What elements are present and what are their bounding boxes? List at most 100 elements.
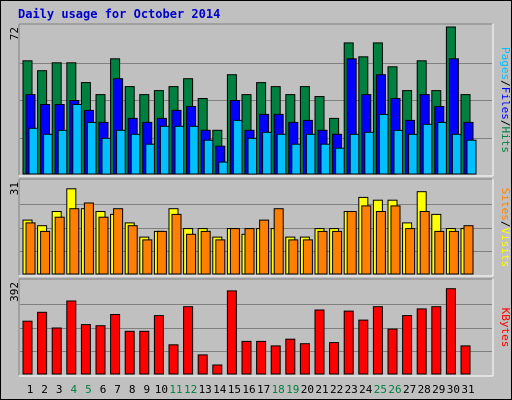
x-tick-label-15: 15	[228, 383, 241, 396]
x-tick-label-8: 8	[129, 383, 136, 396]
bar-pages-day-16	[247, 137, 258, 175]
bar-sites-day-7	[113, 208, 124, 275]
bar-pages-day-2	[43, 133, 54, 175]
x-tick-label-25: 25	[374, 383, 387, 396]
bar-kbytes-day-30	[445, 288, 456, 375]
bar-kbytes-day-15	[226, 290, 237, 375]
legend-kbytes: KBytes	[499, 308, 512, 348]
bar-kbytes-day-6	[95, 325, 106, 375]
bar-sites-day-25	[375, 211, 386, 275]
bar-kbytes-day-14	[212, 364, 223, 375]
x-tick-label-7: 7	[114, 383, 121, 396]
bar-sites-day-24	[361, 205, 372, 275]
x-tick-label-5: 5	[85, 383, 92, 396]
bar-pages-day-17	[262, 131, 273, 175]
bar-pages-day-26	[393, 129, 404, 175]
bar-pages-day-19	[291, 143, 302, 175]
bar-sites-day-19	[288, 239, 299, 275]
bar-pages-day-23	[349, 133, 360, 175]
bar-sites-day-22	[332, 230, 343, 275]
bar-pages-day-12	[189, 125, 200, 175]
legend-hits: Hits	[499, 127, 512, 154]
bar-kbytes-day-23	[343, 310, 354, 375]
bar-kbytes-day-29	[431, 306, 442, 375]
bar-sites-day-28	[419, 211, 430, 275]
legend-sites: Sites	[499, 188, 512, 221]
bar-kbytes-day-17	[256, 340, 267, 375]
bar-kbytes-day-16	[241, 340, 252, 375]
bar-kbytes-day-9	[139, 330, 150, 375]
bar-sites-day-18	[273, 208, 284, 275]
bar-sites-day-29	[434, 230, 445, 275]
bar-sites-day-14	[215, 239, 226, 275]
bar-kbytes-day-28	[416, 308, 427, 375]
x-tick-label-14: 14	[213, 383, 227, 396]
bar-kbytes-day-11	[168, 344, 179, 375]
x-tick-label-24: 24	[359, 383, 373, 396]
bar-sites-day-21	[317, 230, 328, 275]
bar-kbytes-day-26	[387, 328, 398, 375]
bar-pages-day-31	[466, 139, 477, 175]
bar-sites-day-17	[259, 219, 270, 275]
bar-kbytes-day-5	[80, 324, 91, 375]
x-tick-label-10: 10	[155, 383, 168, 396]
bar-sites-day-10	[156, 230, 167, 275]
bar-sites-day-15	[229, 228, 240, 275]
x-tick-label-12: 12	[184, 383, 197, 396]
bar-kbytes-day-10	[153, 315, 164, 375]
bar-sites-day-16	[244, 228, 255, 275]
bar-sites-day-27	[405, 228, 416, 275]
bar-kbytes-day-31	[460, 345, 471, 375]
bar-kbytes-day-20	[299, 343, 310, 375]
y-max-label: 31	[8, 182, 21, 195]
bar-sites-day-6	[98, 216, 109, 275]
bar-kbytes-day-22	[329, 342, 340, 375]
bar-kbytes-day-21	[314, 309, 325, 375]
x-tick-label-18: 18	[272, 383, 285, 396]
x-tick-label-3: 3	[56, 383, 63, 396]
bar-sites-day-4	[69, 208, 80, 275]
bar-pages-day-29	[437, 121, 448, 175]
bar-pages-day-3	[57, 129, 68, 175]
x-tick-label-30: 30	[447, 383, 460, 396]
bar-kbytes-day-19	[285, 338, 296, 375]
bar-sites-day-20	[302, 239, 313, 275]
bar-pages-day-5	[86, 121, 97, 175]
bar-pages-day-14	[218, 161, 229, 175]
y-max-label: 72	[8, 27, 21, 40]
bar-pages-day-15	[232, 119, 243, 175]
x-tick-label-16: 16	[242, 383, 255, 396]
bar-pages-day-20	[305, 133, 316, 175]
bar-kbytes-day-25	[372, 306, 383, 375]
bar-pages-day-18	[276, 133, 287, 175]
x-tick-label-27: 27	[403, 383, 416, 396]
bar-kbytes-day-4	[66, 300, 77, 375]
x-tick-label-2: 2	[41, 383, 48, 396]
x-tick-label-17: 17	[257, 383, 270, 396]
bar-pages-day-24	[364, 131, 375, 175]
bar-kbytes-day-3	[51, 327, 62, 375]
bar-pages-day-10	[159, 125, 170, 175]
legend-separator: /	[499, 80, 512, 87]
bar-pages-day-30	[451, 133, 462, 175]
legend-files: Files	[499, 87, 512, 120]
x-tick-label-1: 1	[27, 383, 34, 396]
bar-pages-day-1	[28, 127, 39, 175]
legend-separator: /	[499, 221, 512, 228]
bar-sites-day-8	[127, 225, 138, 275]
y-max-label: 392	[8, 282, 21, 302]
legend-separator: /	[499, 120, 512, 127]
bar-kbytes-day-27	[402, 315, 413, 375]
bar-sites-day-30	[448, 230, 459, 275]
x-tick-label-26: 26	[388, 383, 401, 396]
x-tick-label-29: 29	[432, 383, 445, 396]
bar-kbytes-day-18	[270, 345, 281, 375]
bar-sites-day-11	[171, 213, 182, 275]
x-tick-label-23: 23	[345, 383, 358, 396]
right-legend: Pages/Files/Hits	[499, 47, 512, 153]
bar-pages-day-11	[174, 125, 185, 175]
chart-panel-3: 392 KBytes	[8, 278, 512, 377]
bar-pages-day-25	[378, 113, 389, 175]
x-tick-label-22: 22	[330, 383, 343, 396]
